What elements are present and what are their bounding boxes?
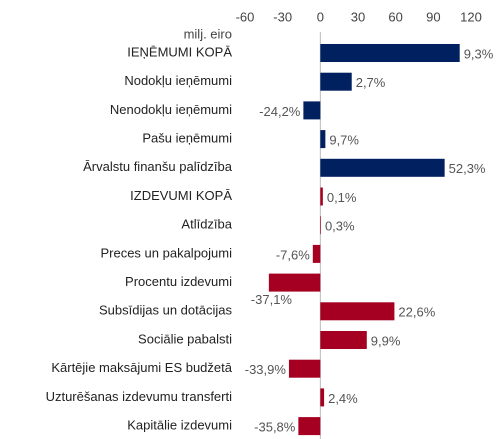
axis-label: milj. eiro xyxy=(184,26,232,41)
value-annotation: 2,4% xyxy=(328,391,358,406)
value-annotation: 0,3% xyxy=(325,219,355,234)
x-tick-label: -60 xyxy=(236,9,255,24)
x-tick-label: -30 xyxy=(273,9,292,24)
x-tick-label: 120 xyxy=(460,9,482,24)
bar xyxy=(320,187,323,206)
bar xyxy=(320,72,352,91)
bar xyxy=(312,244,321,263)
y-tick-label: Kārtējie maksājumi ES budžetā xyxy=(51,360,232,375)
value-annotation: 9,3% xyxy=(464,46,494,61)
value-annotation: 22,6% xyxy=(398,305,435,320)
value-annotation: 2,7% xyxy=(356,75,386,90)
bar xyxy=(320,388,325,407)
bar xyxy=(320,44,460,62)
y-tick-label: IZDEVUMI KOPĀ xyxy=(130,188,232,203)
bar xyxy=(303,101,321,120)
value-annotation: -37,1% xyxy=(251,292,293,307)
bar xyxy=(268,273,321,292)
value-annotation: 0,1% xyxy=(327,190,357,205)
y-tick-label: IEŅĒMUMI KOPĀ xyxy=(127,44,232,59)
y-tick-label: Ārvalstu finanšu palīdzība xyxy=(83,159,233,174)
y-tick-label: Pašu ieņēmumi xyxy=(142,131,232,146)
y-tick-label: Preces un pakalpojumi xyxy=(100,245,232,260)
value-annotation: -24,2% xyxy=(259,104,301,119)
value-annotation: -35,8% xyxy=(254,420,296,435)
y-tick-label: Atlīdzība xyxy=(181,217,232,232)
bar xyxy=(320,302,395,321)
value-annotation: -7,6% xyxy=(276,247,310,262)
bar xyxy=(320,331,367,349)
bar xyxy=(320,158,445,177)
y-tick-label: Procentu izdevumi xyxy=(125,274,232,289)
y-tick-label: Uzturēšanas izdevumu transferti xyxy=(46,389,233,404)
x-tick-label: 90 xyxy=(426,9,440,24)
y-tick-label: Nodokļu ieņēmumi xyxy=(124,73,232,88)
x-tick-label: 0 xyxy=(317,9,324,24)
value-annotation: -33,9% xyxy=(245,362,287,377)
x-tick-label: 30 xyxy=(351,9,365,24)
x-tick-label: 60 xyxy=(388,9,402,24)
bar xyxy=(288,359,321,378)
bar xyxy=(298,417,321,436)
bar xyxy=(320,130,326,149)
value-annotation: 9,9% xyxy=(371,333,401,348)
y-tick-label: Sociālie pabalsti xyxy=(138,331,232,346)
y-tick-label: Subsīdijas un dotācijas xyxy=(99,303,232,318)
y-tick-label: Kapitālie izdevumi xyxy=(127,418,232,433)
value-annotation: 52,3% xyxy=(449,161,486,176)
value-annotation: 9,7% xyxy=(329,133,359,148)
y-tick-label: Nenodokļu ieņēmumi xyxy=(110,102,232,117)
bar xyxy=(320,216,321,235)
